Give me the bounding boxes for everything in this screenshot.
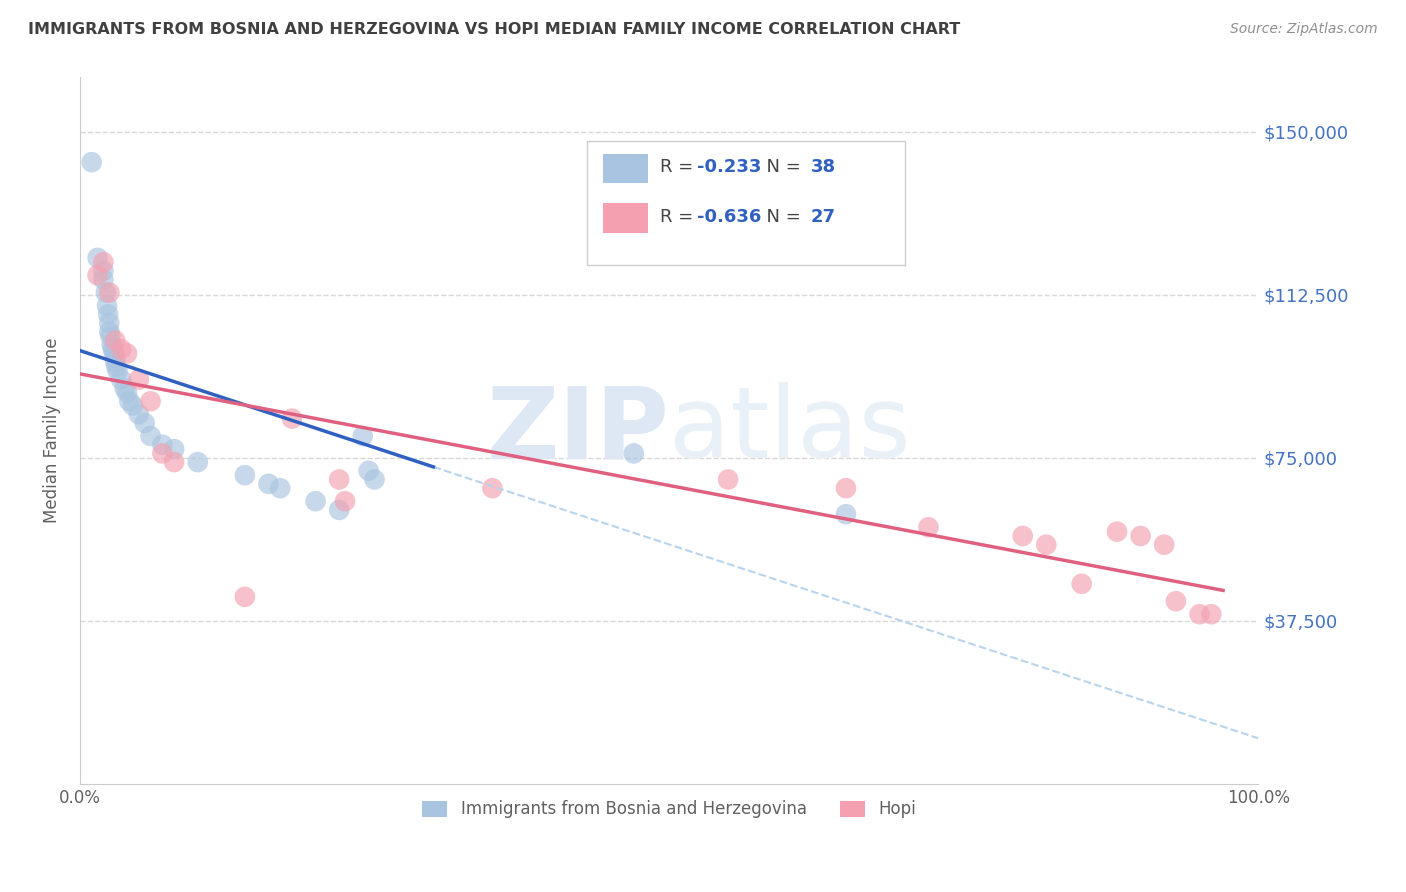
Point	[80, 155, 103, 169]
Point	[481, 481, 503, 495]
Point	[93, 264, 115, 278]
Point	[363, 473, 385, 487]
Point	[139, 429, 162, 443]
Point	[97, 307, 120, 321]
Point	[1153, 538, 1175, 552]
Text: IMMIGRANTS FROM BOSNIA AND HERZEGOVINA VS HOPI MEDIAN FAMILY INCOME CORRELATION : IMMIGRANTS FROM BOSNIA AND HERZEGOVINA V…	[28, 22, 960, 37]
Point	[110, 372, 132, 386]
Point	[835, 508, 858, 522]
Point	[98, 325, 121, 339]
Point	[98, 285, 121, 300]
Point	[163, 455, 186, 469]
Text: atlas: atlas	[669, 382, 911, 479]
Point	[122, 399, 145, 413]
Point	[1011, 529, 1033, 543]
Point	[333, 494, 356, 508]
Point	[93, 255, 115, 269]
Point	[115, 385, 138, 400]
Point	[96, 299, 118, 313]
Point	[100, 329, 122, 343]
Point	[118, 394, 141, 409]
Text: 27: 27	[811, 209, 835, 227]
FancyBboxPatch shape	[603, 153, 648, 184]
Point	[187, 455, 209, 469]
Text: R =: R =	[659, 209, 699, 227]
Text: R =: R =	[659, 158, 699, 176]
Point	[917, 520, 939, 534]
Point	[103, 346, 125, 360]
Point	[233, 468, 256, 483]
Point	[1070, 576, 1092, 591]
Text: -0.636: -0.636	[697, 209, 762, 227]
Point	[150, 446, 173, 460]
Text: ZIP: ZIP	[486, 382, 669, 479]
Point	[1164, 594, 1187, 608]
Point	[86, 251, 108, 265]
Point	[328, 503, 350, 517]
Point	[623, 446, 645, 460]
FancyBboxPatch shape	[603, 203, 648, 233]
Legend: Immigrants from Bosnia and Herzegovina, Hopi: Immigrants from Bosnia and Herzegovina, …	[416, 794, 922, 825]
Text: N =: N =	[755, 209, 807, 227]
Text: 38: 38	[811, 158, 835, 176]
Point	[98, 316, 121, 330]
Point	[110, 342, 132, 356]
Point	[128, 407, 150, 421]
Point	[104, 355, 127, 369]
Point	[257, 476, 280, 491]
Point	[352, 429, 374, 443]
Point	[93, 272, 115, 286]
Point	[717, 473, 740, 487]
Point	[134, 416, 156, 430]
Point	[1035, 538, 1057, 552]
Point	[100, 337, 122, 351]
Point	[281, 411, 304, 425]
Text: Source: ZipAtlas.com: Source: ZipAtlas.com	[1230, 22, 1378, 37]
Point	[1188, 607, 1211, 622]
Point	[269, 481, 291, 495]
Point	[835, 481, 858, 495]
Point	[1105, 524, 1128, 539]
FancyBboxPatch shape	[586, 141, 905, 265]
Point	[139, 394, 162, 409]
Point	[357, 464, 380, 478]
Point	[150, 438, 173, 452]
Point	[1129, 529, 1152, 543]
Point	[86, 268, 108, 283]
Point	[304, 494, 326, 508]
Point	[233, 590, 256, 604]
Point	[115, 346, 138, 360]
Point	[101, 342, 124, 356]
Point	[163, 442, 186, 456]
Point	[105, 359, 128, 374]
Point	[104, 351, 127, 365]
Point	[114, 381, 136, 395]
Text: -0.233: -0.233	[697, 158, 762, 176]
Text: N =: N =	[755, 158, 807, 176]
Point	[128, 372, 150, 386]
Point	[328, 473, 350, 487]
Point	[1201, 607, 1223, 622]
Point	[94, 285, 117, 300]
Point	[104, 334, 127, 348]
Point	[107, 364, 129, 378]
Y-axis label: Median Family Income: Median Family Income	[44, 338, 60, 524]
